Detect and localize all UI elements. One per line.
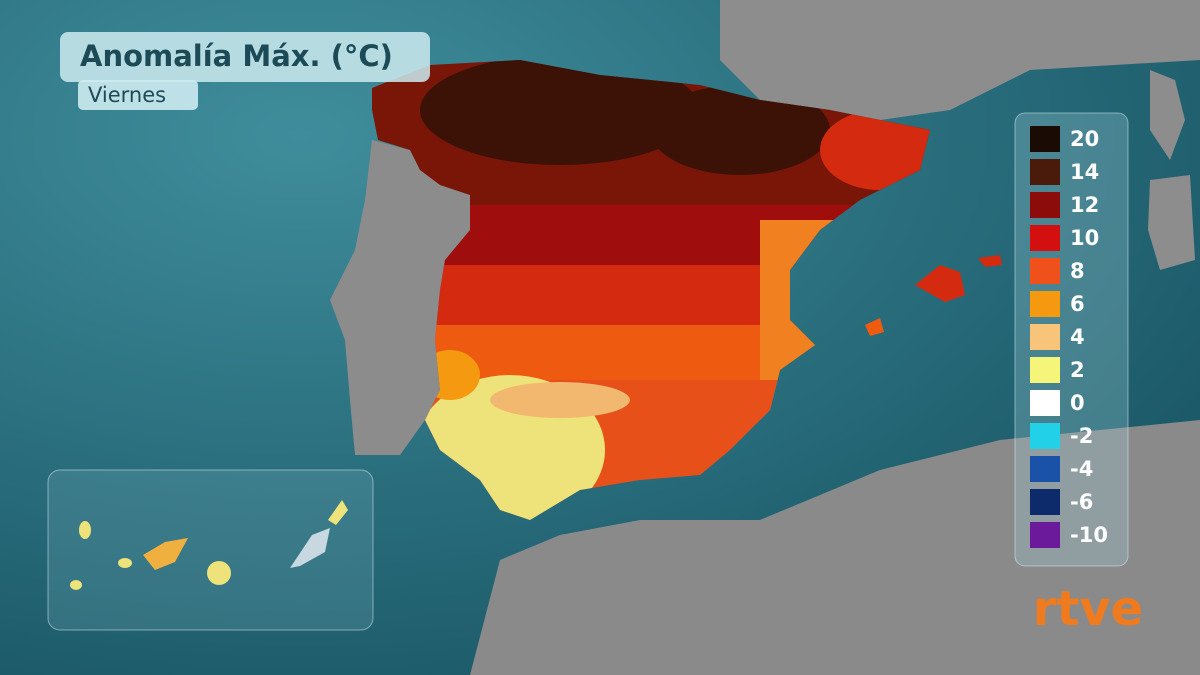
legend-label: 14	[1070, 160, 1099, 184]
legend-swatch	[1030, 489, 1060, 515]
legend-label: 2	[1070, 358, 1085, 382]
legend-label: 12	[1070, 193, 1099, 217]
land-africa	[470, 420, 1200, 675]
legend-swatch	[1030, 126, 1060, 152]
land-sardinia	[1148, 175, 1195, 270]
legend-swatch	[1030, 522, 1060, 548]
legend-swatch	[1030, 159, 1060, 185]
legend-label: -6	[1070, 490, 1093, 514]
island	[118, 558, 132, 568]
subtitle-box	[78, 80, 198, 110]
legend-swatch	[1030, 456, 1060, 482]
island-ibiza	[865, 318, 884, 336]
title: Anomalía Máx. (°C)	[80, 39, 393, 73]
island	[328, 500, 348, 525]
legend-label: -4	[1070, 457, 1093, 481]
legend-swatch	[1030, 357, 1060, 383]
legend-label: -10	[1070, 523, 1108, 547]
legend-swatch	[1030, 291, 1060, 317]
island	[79, 521, 91, 539]
legend-swatch	[1030, 192, 1060, 218]
island	[70, 580, 82, 590]
legend-label: -2	[1070, 424, 1093, 448]
legend-label: 6	[1070, 292, 1085, 316]
legend-swatch	[1030, 258, 1060, 284]
land-france	[720, 0, 1200, 120]
island-mallorca	[915, 265, 965, 302]
legend-label: 4	[1070, 325, 1085, 349]
subtitle: Viernes	[88, 83, 166, 107]
legend-swatch	[1030, 225, 1060, 251]
island	[143, 538, 188, 570]
legend-swatch	[1030, 324, 1060, 350]
legend-label: 20	[1070, 127, 1099, 151]
island-menorca	[978, 255, 1002, 267]
title-box	[60, 32, 430, 82]
island	[207, 561, 231, 585]
land-corsica	[1150, 70, 1185, 160]
legend-label: 8	[1070, 259, 1085, 283]
land-portugal	[330, 140, 470, 455]
legend-swatch	[1030, 390, 1060, 416]
logo: rtve	[1033, 581, 1143, 637]
canary-inset	[47, 469, 374, 631]
legend-swatch	[1030, 423, 1060, 449]
legend-label: 0	[1070, 391, 1085, 415]
island	[290, 528, 330, 568]
legend-label: 10	[1070, 226, 1099, 250]
